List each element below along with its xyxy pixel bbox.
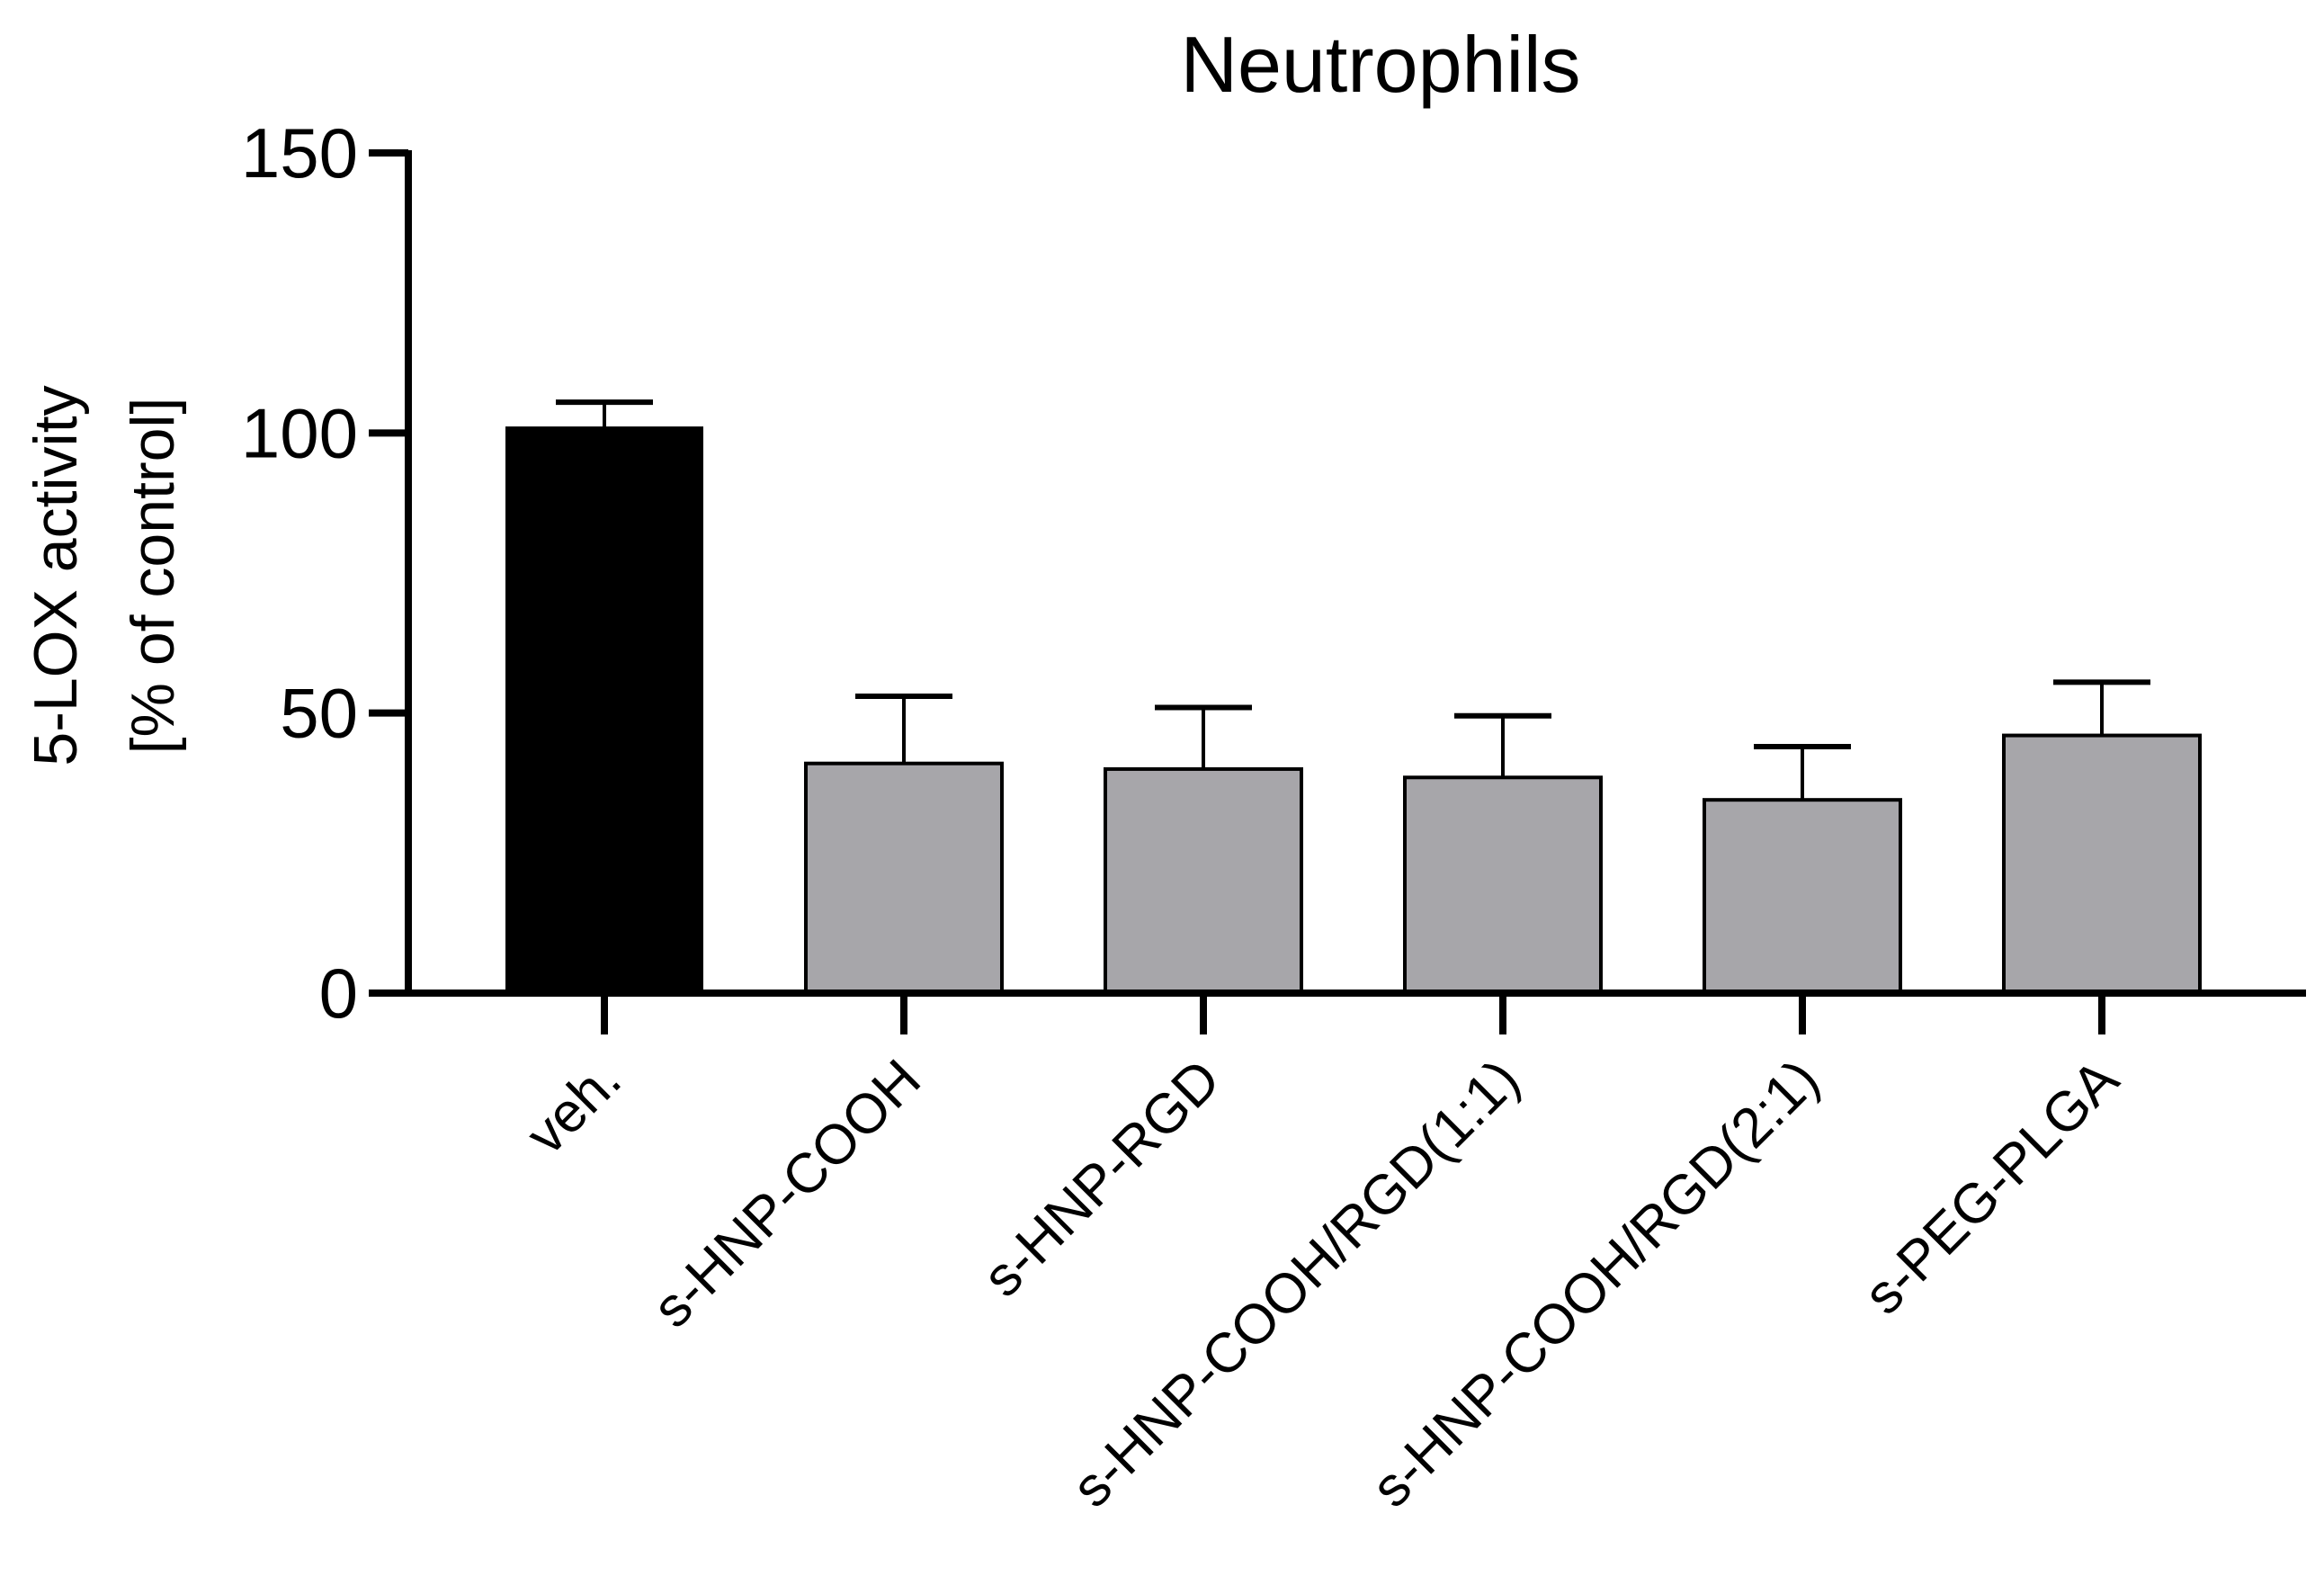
x-tick-label-0: veh. — [514, 1048, 633, 1167]
x-tick-label-5: s-PEG-PLGA — [1852, 1048, 2131, 1327]
bar-3 — [1403, 775, 1603, 995]
y-axis-label-line-1: 5-LOX activity — [22, 385, 90, 766]
y-axis-label: 5-LOX activity [% of control] — [22, 385, 187, 766]
y-axis-label-line-2: [% of control] — [119, 398, 187, 755]
bar-0 — [505, 426, 703, 994]
chart-title: Neutrophils — [1180, 20, 1580, 109]
y-tick-label-1: 50 — [280, 674, 358, 753]
bar-4 — [1703, 798, 1902, 995]
y-tick-label-0: 0 — [319, 954, 358, 1033]
bar-2 — [1104, 766, 1303, 996]
x-tick-label-2: s-HNP-RGD — [971, 1048, 1232, 1309]
bar-1 — [804, 761, 1004, 995]
y-tick-label-3: 150 — [241, 113, 358, 193]
bar-5 — [2002, 733, 2202, 995]
y-tick-label-2: 100 — [241, 393, 358, 472]
x-tick-label-1: s-HNP-COOH — [641, 1048, 933, 1339]
